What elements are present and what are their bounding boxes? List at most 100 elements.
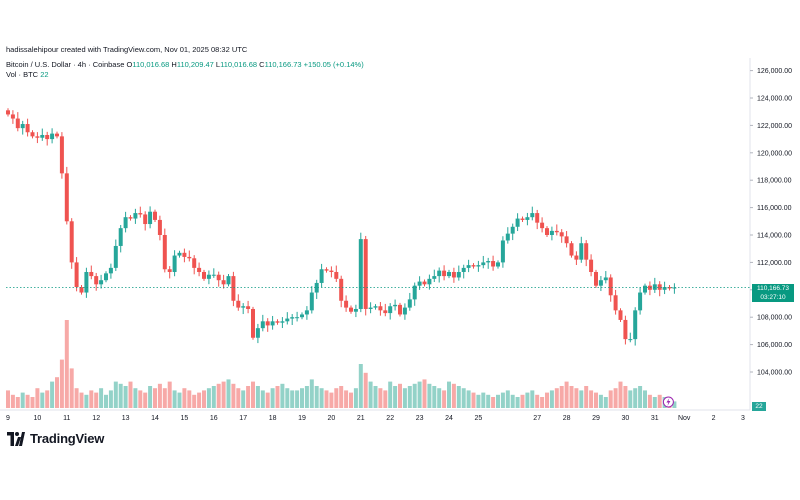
volume-bar [40,392,45,408]
volume-bar [647,394,652,408]
bar-countdown: 03:27:10 [760,293,786,301]
x-tick-label: 28 [563,415,571,422]
candle-body [402,307,407,315]
volume-bar [30,397,35,408]
volume-legend: Vol · BTC 22 [6,70,49,79]
candle-body [251,308,255,338]
volume-bar [574,388,579,408]
candle-body [25,124,30,133]
x-tick-label: 29 [592,415,600,422]
volume-bar [383,390,388,408]
candle-body [368,307,373,309]
tradingview-brand[interactable]: TradingView [6,431,104,446]
volume-bar [628,390,633,408]
x-tick-label: 11 [63,415,70,422]
candle-body [304,310,309,315]
volume-bar [398,383,402,408]
candle-body [647,285,652,290]
candle-body [349,307,353,312]
volume-bar [226,379,231,408]
volume-bar [211,386,216,408]
volume-bar [309,379,314,408]
volume-bar [133,388,138,408]
candle-body [20,124,25,129]
candle-body [393,304,398,307]
close-label: C [259,60,265,69]
candle-body [608,277,613,296]
volume-bar [295,390,300,408]
volume-bar [241,390,246,408]
y-tick-label: 120,000.00 [757,150,792,157]
candle-body [432,276,437,279]
volume-bar [447,381,451,408]
candle-body [148,211,153,225]
volume-bar [192,394,197,408]
volume-bar [476,394,481,408]
candle-body [378,306,383,311]
candle-body [398,304,402,315]
volume-bar [554,388,559,408]
x-tick-label: Nov [678,415,691,422]
current-price-value: 110,166.73 [756,284,790,292]
volume-bar [35,388,40,408]
candle-body [50,133,55,140]
volume-bar [300,388,304,408]
volume-bar [545,392,549,408]
volume-bar [329,392,334,408]
candle-body [466,265,471,268]
candle-body [300,314,304,318]
volume-bar [589,390,594,408]
candle-body [226,276,231,285]
volume-bar [15,397,20,408]
volume-bar [162,388,167,408]
symbol-label[interactable]: Bitcoin / U.S. Dollar · 4h · Coinbase [6,60,125,69]
volume-bar [569,386,574,408]
candle-body [584,243,589,260]
volume-bar [84,394,89,408]
volume-bar [113,381,118,408]
x-tick-label: 22 [386,415,394,422]
volume-bar [177,392,182,408]
candle-body [383,310,388,314]
volume-bar [378,388,383,408]
candle-body [461,267,466,272]
x-tick-label: 31 [651,415,659,422]
candle-body [108,267,113,274]
volume-label[interactable]: Vol · BTC [6,70,39,79]
volume-bar [407,386,412,408]
candle-body [280,321,285,323]
volume-bar [344,390,349,408]
candle-body [657,284,662,290]
volume-bar [427,383,432,408]
x-tick-label: 14 [151,415,159,422]
volume-bar [246,386,251,408]
candle-body [202,271,206,279]
candle-body [437,270,442,277]
open-label: O [126,60,133,69]
candle-body [427,278,432,285]
candle-body [113,245,118,268]
volume-bar [500,392,505,408]
x-tick-label: 25 [475,415,483,422]
volume-bar [549,390,554,408]
volume-bar [50,381,55,408]
volume-bar [20,392,25,408]
volume-bar [672,401,677,408]
volume-bar [540,397,545,408]
chart-credit: hadissalehipour created with TradingView… [6,45,248,54]
candle-body [216,274,221,281]
candle-body [618,310,623,320]
candle-body [643,285,647,293]
volume-bar [466,390,471,408]
candle-body [579,243,584,260]
candle-body [59,136,64,174]
y-tick-label: 126,000.00 [757,68,792,75]
volume-bar [608,390,613,408]
candle-body [589,259,594,272]
candle-body [505,233,510,241]
candle-body [613,295,618,311]
volume-bar [128,381,133,408]
volume-bar [108,390,113,408]
volume-bar [143,392,148,408]
